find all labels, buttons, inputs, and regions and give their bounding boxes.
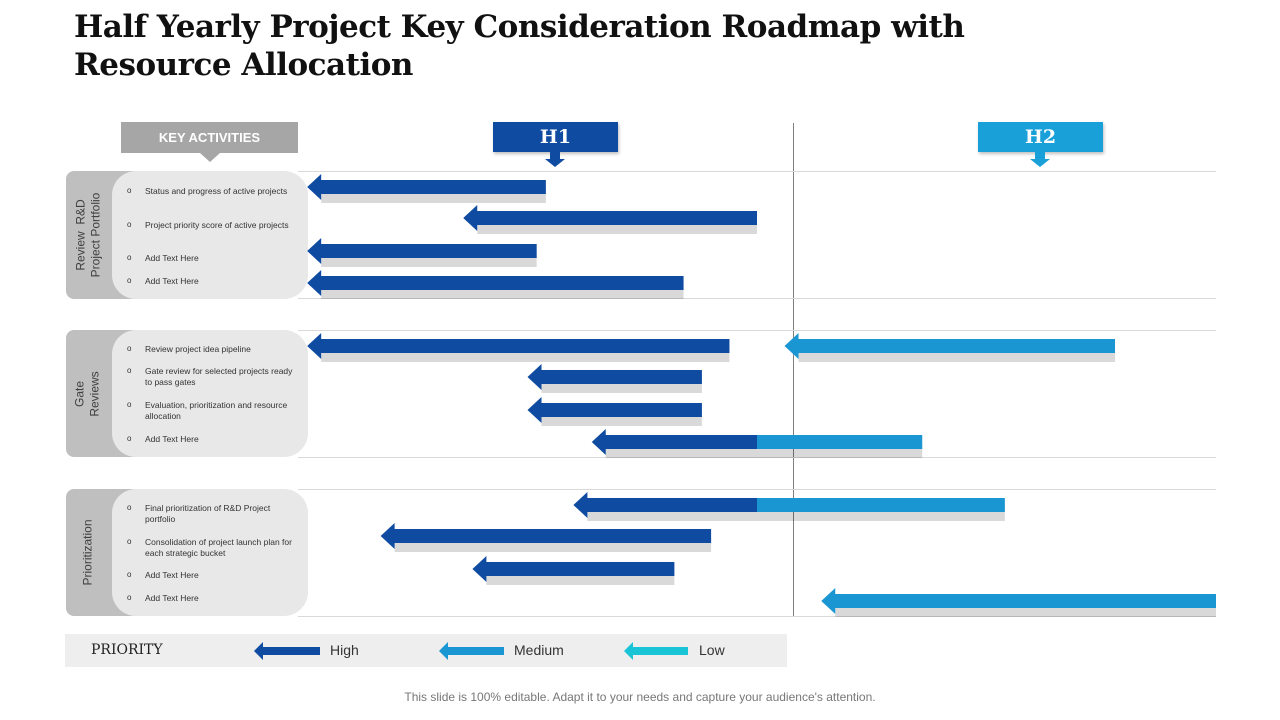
half-year-divider bbox=[793, 123, 794, 617]
timeline-arrow-s2-r1 bbox=[307, 333, 730, 362]
timeline-arrow-s3-r1 bbox=[573, 492, 1005, 521]
timeline-arrow-s1-r1 bbox=[307, 174, 546, 203]
page-title: Half Yearly Project Key Consideration Ro… bbox=[74, 9, 965, 83]
key-activities-header: KEY ACTIVITIES bbox=[121, 122, 298, 162]
h2-period-marker: H2 bbox=[978, 122, 1103, 167]
activity-item: Add Text Here bbox=[127, 252, 295, 264]
footer-note: This slide is 100% editable. Adapt it to… bbox=[404, 690, 876, 704]
timeline-arrow-s1-r2 bbox=[463, 205, 757, 234]
section-label-review-portfolio: Review R&D Project Portfolio bbox=[73, 192, 103, 278]
grid-line bbox=[298, 457, 1216, 458]
priority-legend bbox=[65, 634, 787, 667]
grid-line bbox=[298, 330, 1216, 331]
h1-period-marker: H1 bbox=[493, 122, 618, 167]
grid-line bbox=[298, 616, 1216, 617]
legend-low-label: Low bbox=[699, 642, 725, 658]
activity-item: Review project idea pipeline bbox=[127, 343, 295, 355]
grid-line bbox=[298, 489, 1216, 490]
activity-item: Project priority score of active project… bbox=[127, 219, 295, 231]
timeline-arrow-s3-r2 bbox=[380, 523, 712, 552]
priority-legend-title: PRIORITY bbox=[91, 642, 163, 658]
timeline-arrow-s1-r3 bbox=[307, 238, 537, 267]
timeline-arrow-s1-r4 bbox=[307, 270, 684, 299]
timeline-arrow-s3-r4 bbox=[821, 588, 1216, 617]
h1-label: H1 bbox=[539, 126, 572, 148]
timeline-arrow-s3-r3 bbox=[472, 556, 675, 585]
legend-high-label: High bbox=[330, 642, 359, 658]
section-label-gate-reviews: Gate Reviews bbox=[73, 370, 103, 417]
activity-item: Evaluation, prioritization and resource … bbox=[127, 399, 295, 422]
grid-line bbox=[298, 298, 1216, 299]
section-label-prioritization: Prioritization bbox=[80, 519, 95, 586]
activity-item: Add Text Here bbox=[127, 569, 295, 581]
activity-item: Add Text Here bbox=[127, 592, 295, 604]
h1-down-arrow-icon bbox=[545, 152, 565, 167]
h2-down-arrow-icon bbox=[1030, 152, 1050, 167]
activity-item: Final prioritization of R&D Project port… bbox=[127, 502, 295, 525]
timeline-arrow-s2-r2 bbox=[527, 364, 702, 393]
h2-label: H2 bbox=[1024, 126, 1057, 148]
grid-line bbox=[298, 171, 1216, 172]
timeline-arrow-s2-r1 bbox=[784, 333, 1116, 362]
legend-medium-label: Medium bbox=[514, 642, 564, 658]
activity-item: Gate review for selected projects ready … bbox=[127, 365, 295, 388]
activity-item: Add Text Here bbox=[127, 433, 295, 445]
timeline-arrow-s2-r3 bbox=[527, 397, 702, 426]
activity-item: Add Text Here bbox=[127, 275, 295, 287]
activity-item: Status and progress of active projects bbox=[127, 185, 295, 197]
activity-item: Consolidation of project launch plan for… bbox=[127, 536, 295, 559]
timeline-arrow-s2-r4 bbox=[591, 429, 923, 458]
